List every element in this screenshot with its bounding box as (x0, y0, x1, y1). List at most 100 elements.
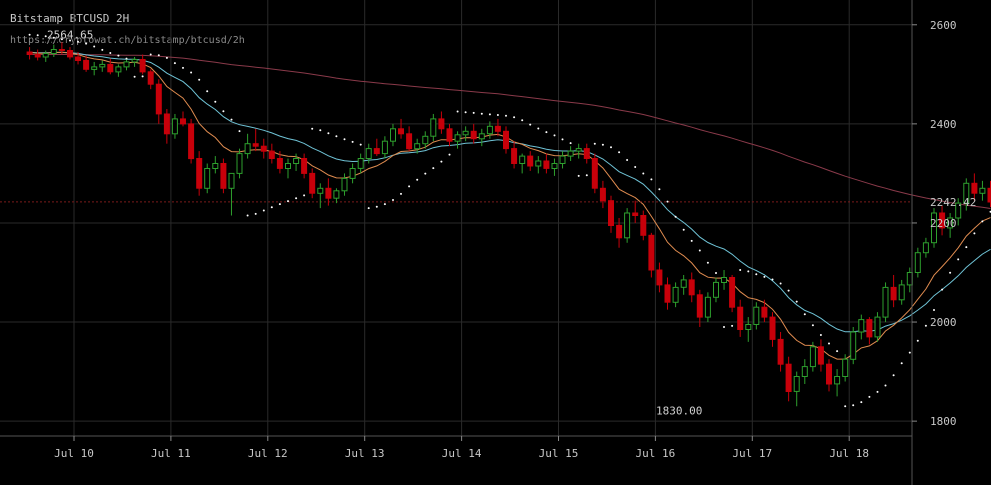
low-price-label: 1830.00 (656, 404, 702, 417)
sar-dot (965, 246, 968, 249)
candle-down (648, 234, 655, 271)
candle-down (664, 284, 671, 303)
sar-dot (278, 203, 281, 206)
sar-dot (836, 350, 839, 353)
sar-dot (601, 143, 604, 146)
sar-dot (723, 326, 725, 328)
candle-up (212, 163, 219, 169)
sar-dot (828, 342, 830, 345)
sar-dot (44, 35, 47, 38)
chart-grid (0, 0, 912, 436)
sar-dot (238, 130, 241, 133)
y-tick-label: 2400 (930, 118, 957, 131)
sar-dot (472, 111, 475, 114)
candle-up (478, 133, 485, 140)
sar-dot (52, 36, 55, 39)
candle-up (713, 281, 719, 298)
sar-dot (60, 38, 63, 41)
candle-down (83, 59, 90, 70)
candle-up (793, 376, 800, 392)
candle-up (858, 319, 865, 333)
candle-down (139, 59, 146, 73)
sar-dot (916, 339, 919, 342)
candlestick-series (26, 42, 991, 407)
sar-dot (949, 271, 952, 274)
sar-dot (93, 45, 96, 48)
sar-dot (981, 220, 984, 223)
y-tick-label: 2600 (930, 19, 957, 32)
sar-dot (270, 206, 273, 209)
candle-up (123, 61, 130, 68)
x-tick-label: Jul 10 (54, 447, 94, 460)
candle-up (422, 135, 429, 145)
candle-up (236, 153, 243, 174)
y-tick-label: 1800 (930, 415, 957, 428)
candle-down (276, 158, 283, 169)
sar-dot (755, 273, 758, 276)
candle-down (34, 54, 41, 58)
candle-up (947, 217, 954, 229)
x-tick-label: Jul 11 (151, 447, 191, 460)
candle-up (874, 316, 881, 338)
candle-down (632, 212, 639, 216)
sar-dot (488, 113, 491, 116)
sar-dot (149, 53, 152, 56)
sar-dot (117, 54, 120, 57)
sar-dot (537, 127, 540, 130)
sar-dot (327, 132, 330, 135)
candle-down (769, 316, 776, 340)
candle-up (99, 63, 106, 68)
candle-down (817, 346, 824, 365)
sar-dot (480, 112, 483, 115)
sar-dot (165, 56, 168, 59)
candle-down (777, 338, 784, 365)
candle-down (438, 118, 445, 130)
sar-dot (811, 324, 814, 327)
sma-slow-line (29, 53, 991, 209)
sar-dot (109, 52, 112, 54)
sar-dot (529, 123, 532, 126)
candle-down (301, 158, 308, 174)
sar-dot (133, 75, 136, 78)
candle-down (406, 133, 413, 150)
sar-dot (214, 100, 217, 103)
candle-up (333, 190, 340, 199)
candle-up (244, 143, 251, 155)
candle-down (494, 125, 501, 132)
candle-up (753, 306, 760, 326)
candle-up (850, 331, 857, 360)
candle-down (583, 148, 590, 160)
indicator-lines (0, 41, 991, 360)
chart-source-url[interactable]: https://cryptowat.ch/bitstamp/btcusd/2h (10, 35, 245, 46)
sar-dot (521, 119, 524, 122)
sar-dot (771, 278, 774, 281)
candle-up (131, 59, 138, 63)
candle-down (688, 279, 695, 296)
candle-down (608, 200, 614, 226)
sar-dot (513, 116, 516, 119)
sar-dot (860, 401, 863, 404)
candle-up (575, 148, 582, 152)
candle-down (147, 71, 154, 85)
candle-up (955, 202, 962, 219)
candle-up (882, 286, 889, 318)
candle-down (599, 187, 606, 202)
candle-down (470, 130, 477, 140)
candle-up (430, 118, 437, 137)
sar-dot (287, 200, 289, 203)
candle-down (252, 143, 259, 147)
sar-dot (803, 313, 806, 316)
candle-down (826, 363, 832, 385)
candle-up (922, 242, 929, 254)
candle-up (551, 163, 558, 169)
sar-dot (924, 324, 927, 327)
candle-up (454, 134, 461, 142)
sar-dot (941, 288, 944, 291)
candle-down (543, 160, 550, 169)
candle-down (591, 158, 598, 189)
sar-dot (561, 138, 564, 141)
sar-dot (852, 404, 855, 407)
candle-up (357, 158, 364, 169)
sar-dot (682, 228, 685, 231)
